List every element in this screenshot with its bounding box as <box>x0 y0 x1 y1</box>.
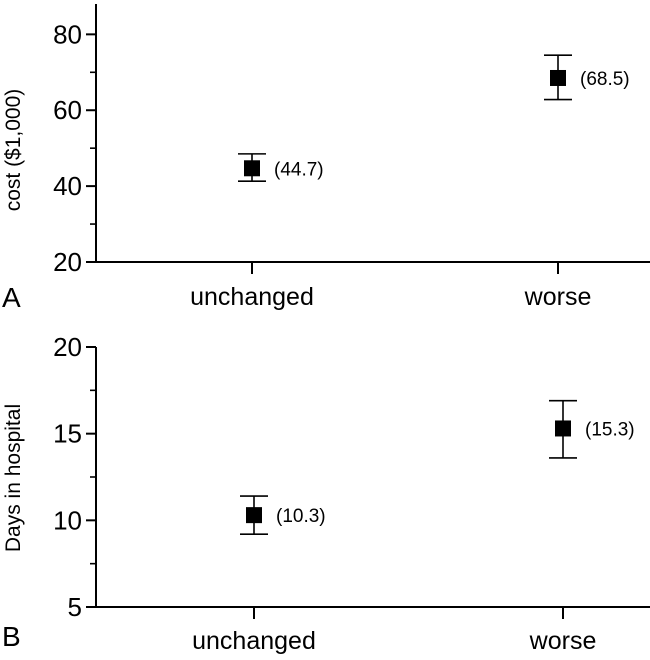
panel-b-data-label: (10.3) <box>276 506 326 527</box>
panel-b-plot <box>86 346 650 619</box>
panel-b-data-point <box>246 507 262 524</box>
panel-b-data-label: (15.3) <box>585 419 635 440</box>
panel-b-label: B <box>2 621 21 652</box>
panel-a-y-tick-label: 80 <box>53 19 82 49</box>
panel-a-data-point <box>244 160 260 177</box>
panel-a-label: A <box>2 282 21 313</box>
panel-a-x-tick-label: worse <box>524 283 592 311</box>
panel-a-x-tick-label: unchanged <box>190 283 314 311</box>
panel-a-y-tick-label: 20 <box>53 247 82 277</box>
panel-b-y-tick-label: 15 <box>53 419 82 449</box>
panel-a-data-label: (44.7) <box>274 159 324 180</box>
panel-b-data-point <box>555 420 571 437</box>
panel-a-data-point <box>550 69 566 86</box>
panel-a-y-tick-label: 60 <box>53 95 82 125</box>
panel-a-data-label: (68.5) <box>580 69 630 90</box>
panel-b-y-tick-label: 10 <box>53 505 82 535</box>
panel-b-y-tick-label: 5 <box>68 592 82 622</box>
panel-a-y-axis-label: cost ($1,000) <box>2 89 25 212</box>
panel-b-x-tick-label: unchanged <box>192 627 316 655</box>
panel-b-y-tick-label: 20 <box>53 332 82 362</box>
panel-b-y-axis-label: Days in hospital <box>2 404 25 552</box>
panel-a-y-tick-label: 40 <box>53 171 82 201</box>
panel-a-plot <box>86 4 650 274</box>
panel-b-x-tick-label: worse <box>529 627 597 655</box>
